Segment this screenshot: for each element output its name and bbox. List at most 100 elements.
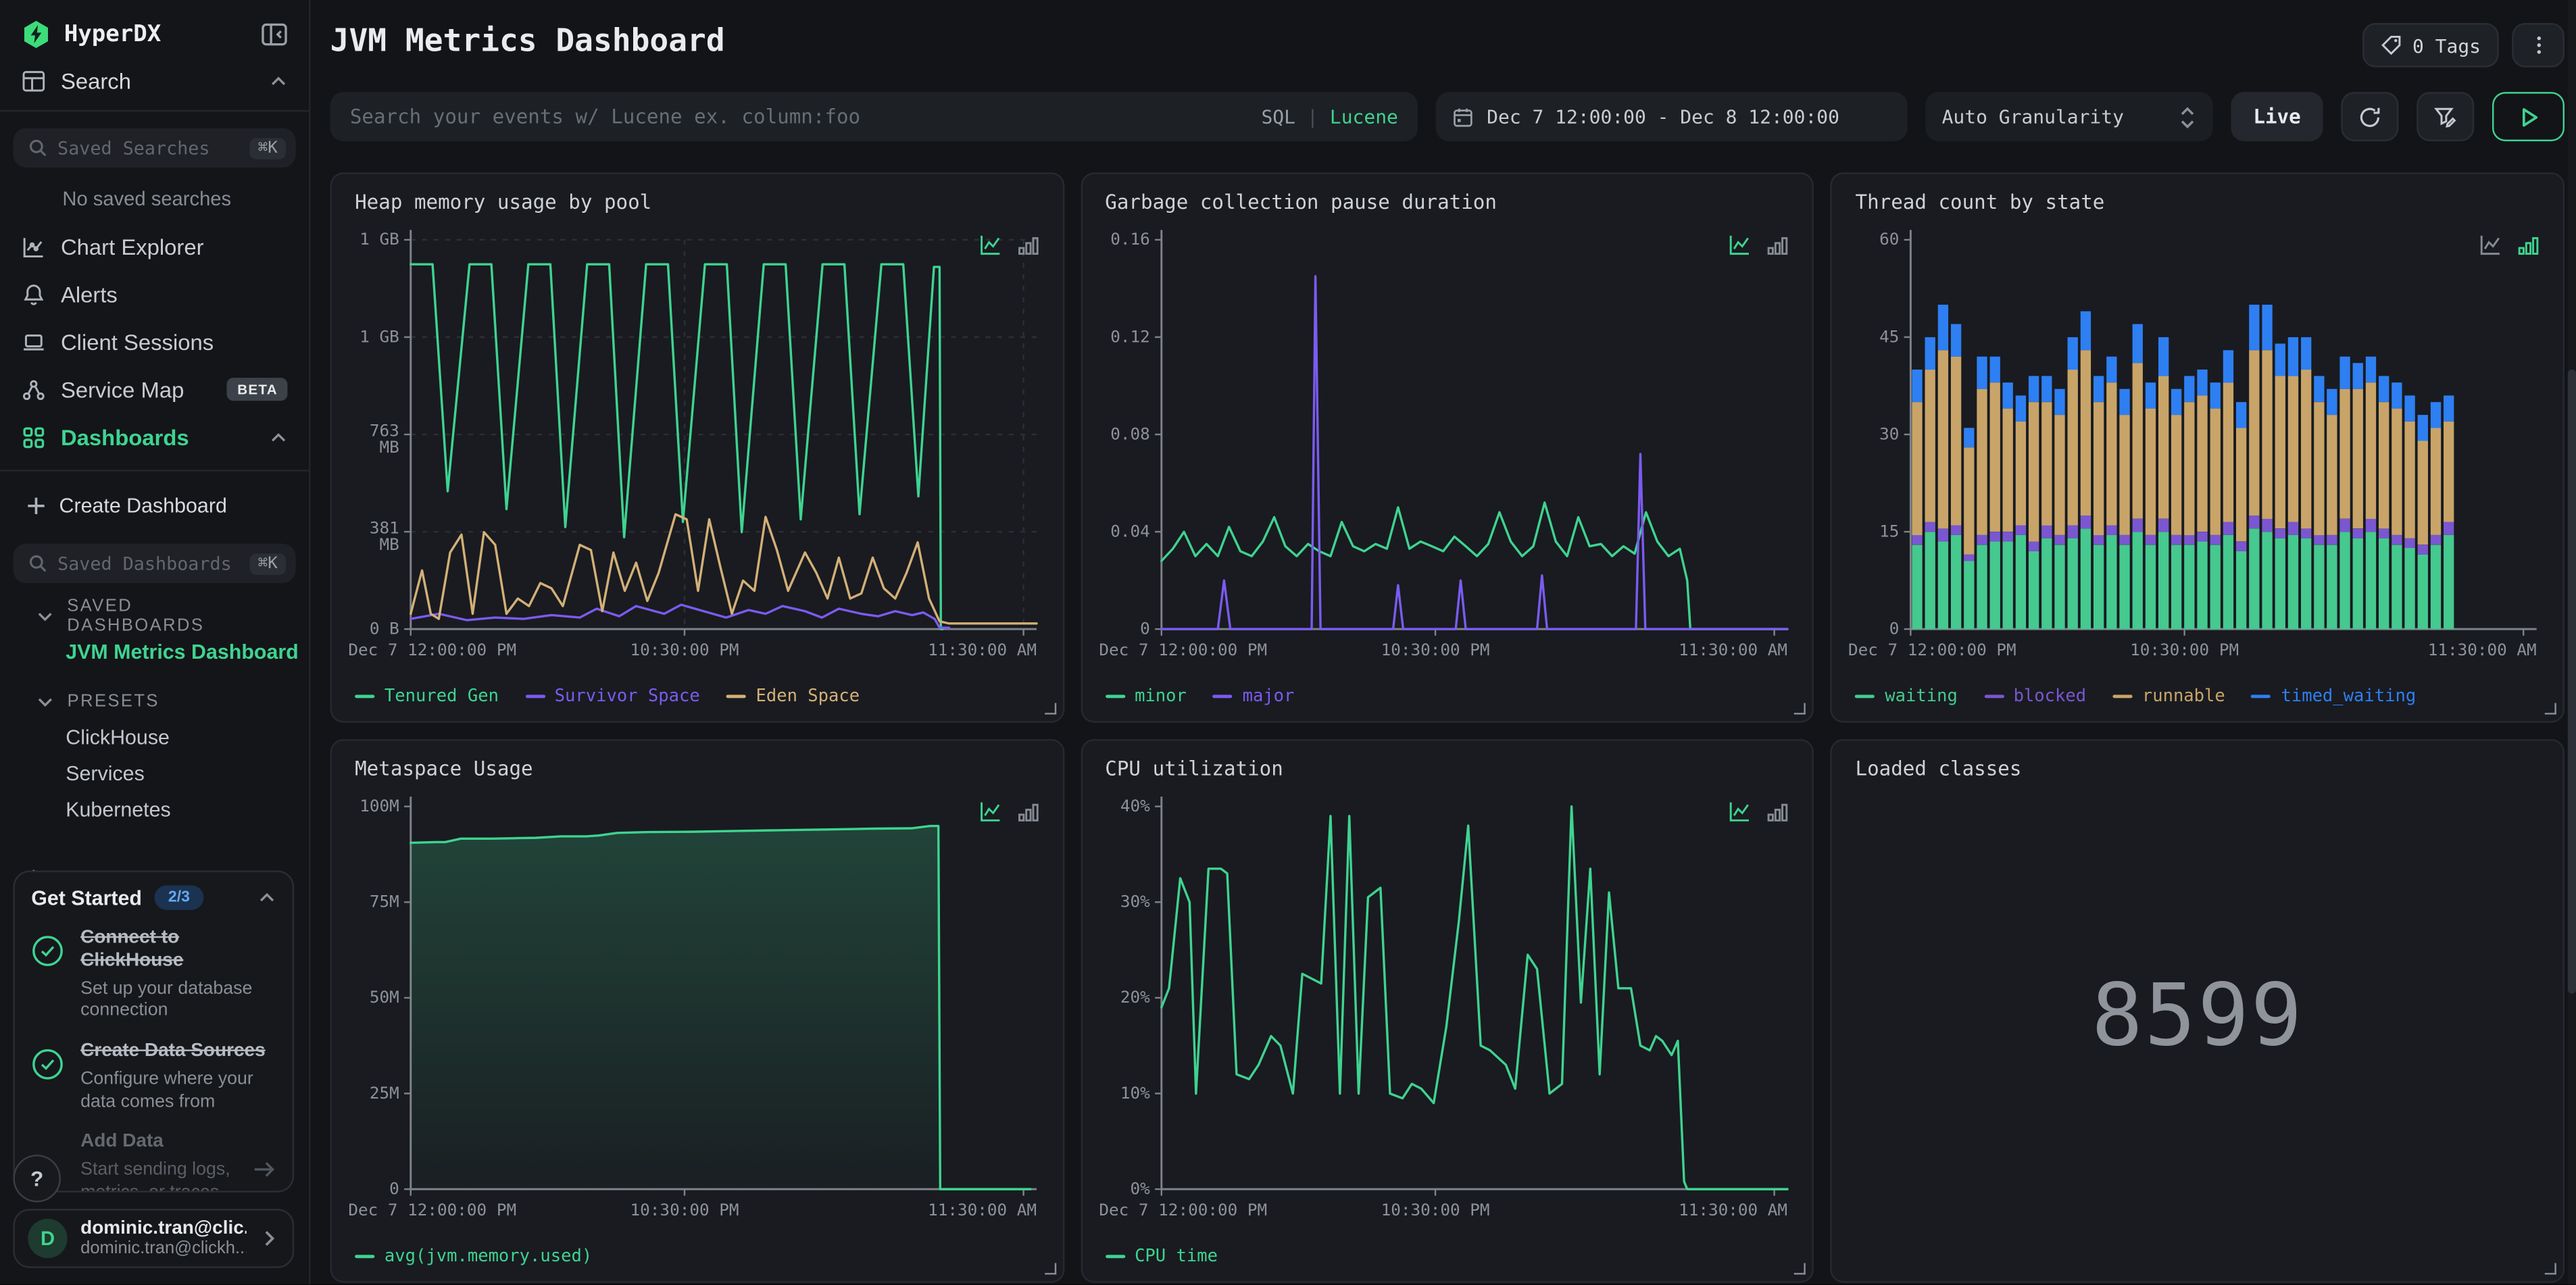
chart-title: Garbage collection pause duration <box>1105 191 1497 214</box>
sidebar-item-service-map[interactable]: Service Map BETA <box>0 366 309 412</box>
sidebar-item-clickhouse[interactable]: ClickHouse <box>66 726 170 749</box>
resize-handle[interactable] <box>2544 703 2556 715</box>
view-toggles <box>2479 233 2540 256</box>
query-language-toggle: SQL | Lucene <box>1261 105 1397 128</box>
view-toggles <box>979 233 1039 256</box>
svg-text:45: 45 <box>1880 326 1900 346</box>
get-started-item-add-data[interactable]: Add Data Start sending logs, metrics, or… <box>31 1132 276 1191</box>
legend-item-major[interactable]: major <box>1212 686 1295 707</box>
get-started-item-sources[interactable]: Create Data Sources Configure where your… <box>31 1042 276 1115</box>
bar-view-icon[interactable] <box>1016 233 1039 256</box>
saved-searches-field[interactable] <box>57 136 240 159</box>
sidebar-item-search[interactable]: Search <box>0 69 309 112</box>
line-view-icon[interactable] <box>1729 800 1752 823</box>
line-view-icon[interactable] <box>979 233 1001 256</box>
controls-bar: SQL | Lucene Dec 7 12:00:00 - Dec 8 12:0… <box>330 92 2565 142</box>
get-started-item-connect[interactable]: Connect to ClickHouse Set up your databa… <box>31 928 276 1024</box>
saved-searches-input[interactable]: ⌘K <box>13 128 296 168</box>
legend-item-survivor-space[interactable]: Survivor Space <box>524 686 700 706</box>
resize-handle[interactable] <box>1794 703 1806 715</box>
search-table-icon <box>22 69 46 93</box>
chart-plot-area[interactable]: 60 45 30 15 0 Dec 7 12:00:00 PM 10:30:00 PM 11:… <box>1846 224 2546 669</box>
sidebar-item-chart-explorer[interactable]: Chart Explorer <box>0 224 309 270</box>
legend-item-runnable[interactable]: runnable <box>2112 686 2225 706</box>
saved-dashboards-field[interactable] <box>57 553 240 574</box>
event-search-input[interactable] <box>349 105 1245 128</box>
svg-text:10:30:00 PM: 10:30:00 PM <box>1381 640 1489 659</box>
scrollbar-thumb[interactable] <box>2567 370 2576 994</box>
refresh-button[interactable] <box>2341 92 2399 142</box>
legend-item-cpu-time[interactable]: CPU time <box>1105 1246 1218 1266</box>
sidebar-collapse-icon[interactable] <box>259 20 289 49</box>
line-view-icon[interactable] <box>2479 233 2502 256</box>
legend-label: avg(jvm.memory.used) <box>384 1246 593 1267</box>
resize-handle[interactable] <box>1794 1263 1806 1275</box>
sidebar-item-dashboards[interactable]: Dashboards <box>0 414 309 460</box>
help-button[interactable]: ? <box>13 1155 61 1203</box>
legend-item-blocked[interactable]: blocked <box>1983 686 2086 706</box>
sidebar-item-jvm-dashboard[interactable]: JVM Metrics Dashboard <box>66 640 299 664</box>
legend-dash-icon <box>2112 695 2133 699</box>
check-circle-icon <box>31 1048 64 1081</box>
chart-title: CPU utilization <box>1105 757 1283 780</box>
event-search[interactable]: SQL | Lucene <box>330 92 1418 142</box>
chart-plot-area[interactable]: 0.16 0.12 0.08 0.04 0 Dec 7 12:00:00 PM 10:30:… <box>1095 224 1796 669</box>
line-view-icon[interactable] <box>1729 233 1752 256</box>
sidebar-item-kubernetes[interactable]: Kubernetes <box>66 798 171 822</box>
scrollbar-track[interactable] <box>2567 0 2576 1285</box>
chart-title: Heap memory usage by pool <box>355 191 652 214</box>
chart-plot-area[interactable]: 1 GB 1 GB 763 MB 381 MB 0 B Dec 7 12:00:00 PM 10… <box>345 224 1046 669</box>
lucene-toggle[interactable]: Lucene <box>1329 105 1398 128</box>
more-options-button[interactable] <box>2512 23 2565 68</box>
kebab-menu-icon <box>2527 34 2549 56</box>
get-started-item-title: Create Data Sources <box>80 1041 266 1061</box>
no-saved-searches-text: No saved searches <box>62 187 232 211</box>
time-range-picker[interactable]: Dec 7 12:00:00 - Dec 8 12:00:00 <box>1435 92 1908 142</box>
legend-label: major <box>1242 686 1295 707</box>
chart-card-heap: Heap memory usage by pool 1 GB 1 GB 763 MB 3… <box>330 172 1064 723</box>
chevron-up-icon[interactable] <box>258 888 276 907</box>
sidebar-item-alerts[interactable]: Alerts <box>0 271 309 317</box>
sidebar-item-services[interactable]: Services <box>66 762 145 786</box>
svg-text:50M: 50M <box>370 987 399 1007</box>
legend-item-timed-waiting[interactable]: timed_waiting <box>2251 686 2416 706</box>
live-button[interactable]: Live <box>2231 92 2323 142</box>
chart-plot-area[interactable]: 40% 30% 20% 10% 0% Dec 7 12:00:00 PM 10:30:00 … <box>1095 790 1796 1228</box>
svg-text:0.12: 0.12 <box>1110 326 1149 346</box>
check-circle-icon <box>31 934 64 967</box>
get-started-card: Get Started 2/3 Connect to ClickHouse Se… <box>13 870 295 1192</box>
legend-item-avg-jvm-memory-used-[interactable]: avg(jvm.memory.used) <box>355 1246 592 1266</box>
tags-button[interactable]: 0 Tags <box>2363 23 2499 68</box>
chevron-up-icon[interactable] <box>270 428 288 446</box>
bar-view-icon[interactable] <box>1016 800 1039 823</box>
chart-explorer-icon <box>22 234 46 258</box>
legend-item-tenured-gen[interactable]: Tenured Gen <box>355 686 499 706</box>
run-query-button[interactable] <box>2492 92 2565 142</box>
line-view-icon[interactable] <box>979 800 1001 823</box>
create-dashboard-button[interactable]: Create Dashboard <box>0 484 309 527</box>
bar-view-icon[interactable] <box>1766 233 1789 256</box>
section-saved-dashboards[interactable]: SAVED DASHBOARDS <box>0 596 309 636</box>
legend-dash-icon <box>1105 695 1125 699</box>
granularity-select[interactable]: Auto Granularity <box>1925 92 2213 142</box>
resize-handle[interactable] <box>1044 703 1056 715</box>
sql-toggle[interactable]: SQL <box>1261 105 1295 128</box>
bar-view-icon[interactable] <box>2517 233 2540 256</box>
sidebar-item-client-sessions[interactable]: Client Sessions <box>0 319 309 365</box>
legend-item-eden-space[interactable]: Eden Space <box>726 686 860 706</box>
resize-handle[interactable] <box>1044 1263 1056 1275</box>
legend-item-waiting[interactable]: waiting <box>1855 686 1958 706</box>
select-chevrons-icon <box>2179 105 2197 129</box>
bar-view-icon[interactable] <box>1766 800 1789 823</box>
saved-dashboards-input[interactable]: ⌘K <box>13 543 296 584</box>
user-menu[interactable]: D dominic.tran@clic... dominic.tran@clic… <box>13 1209 295 1268</box>
play-icon <box>2518 106 2540 128</box>
toggle-separator: | <box>1306 105 1318 128</box>
resize-handle[interactable] <box>2544 1263 2556 1275</box>
section-presets[interactable]: PRESETS <box>0 685 309 718</box>
legend-item-minor[interactable]: minor <box>1105 686 1187 706</box>
chevron-up-icon[interactable] <box>270 72 288 91</box>
get-started-header[interactable]: Get Started 2/3 <box>31 885 276 910</box>
chart-plot-area[interactable]: 100M 75M 50M 25M 0 Dec 7 12:00:00 PM 10:30:00 … <box>345 790 1046 1228</box>
filter-button[interactable] <box>2417 92 2475 142</box>
